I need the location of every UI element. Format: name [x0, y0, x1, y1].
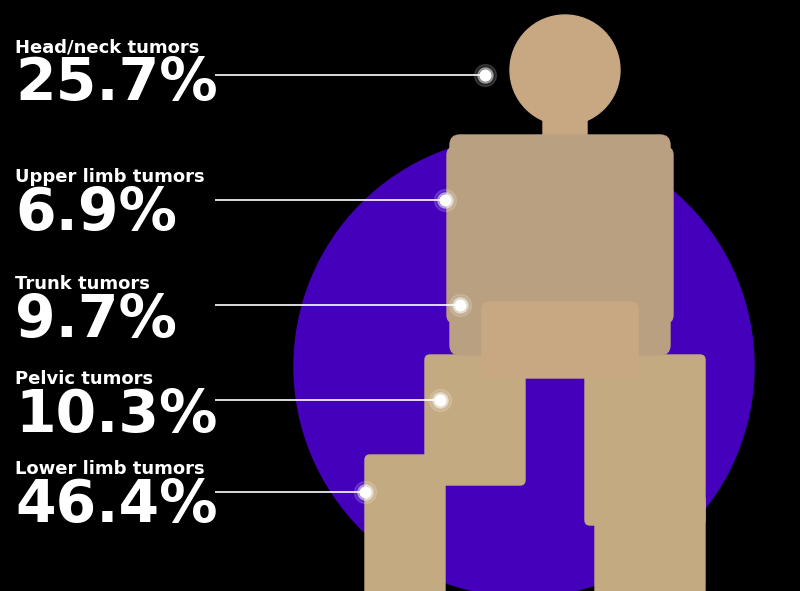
Point	[454, 300, 466, 310]
FancyBboxPatch shape	[425, 355, 525, 485]
Point	[478, 70, 491, 80]
Point	[438, 195, 451, 204]
FancyBboxPatch shape	[595, 495, 705, 591]
FancyBboxPatch shape	[365, 455, 445, 591]
FancyBboxPatch shape	[602, 147, 673, 323]
FancyBboxPatch shape	[450, 135, 670, 355]
Point	[454, 300, 466, 310]
Text: 46.4%: 46.4%	[15, 477, 218, 534]
Point	[358, 487, 371, 496]
Text: Lower limb tumors: Lower limb tumors	[15, 460, 205, 478]
Point	[454, 300, 466, 310]
Text: 9.7%: 9.7%	[15, 292, 177, 349]
Circle shape	[294, 137, 754, 591]
Text: 10.3%: 10.3%	[15, 387, 218, 444]
Point	[438, 195, 451, 204]
Text: 25.7%: 25.7%	[15, 55, 218, 112]
Point	[434, 395, 446, 405]
Circle shape	[510, 15, 620, 125]
Point	[438, 195, 451, 204]
Point	[478, 70, 491, 80]
Point	[434, 395, 446, 405]
FancyBboxPatch shape	[482, 302, 638, 378]
Point	[434, 395, 446, 405]
FancyBboxPatch shape	[543, 116, 587, 150]
Text: 6.9%: 6.9%	[15, 185, 177, 242]
FancyBboxPatch shape	[585, 355, 705, 525]
Text: Upper limb tumors: Upper limb tumors	[15, 168, 205, 186]
Point	[358, 487, 371, 496]
Text: Head/neck tumors: Head/neck tumors	[15, 38, 199, 56]
Point	[358, 487, 371, 496]
FancyBboxPatch shape	[447, 147, 518, 323]
Text: Trunk tumors: Trunk tumors	[15, 275, 150, 293]
Text: Pelvic tumors: Pelvic tumors	[15, 370, 153, 388]
Point	[478, 70, 491, 80]
